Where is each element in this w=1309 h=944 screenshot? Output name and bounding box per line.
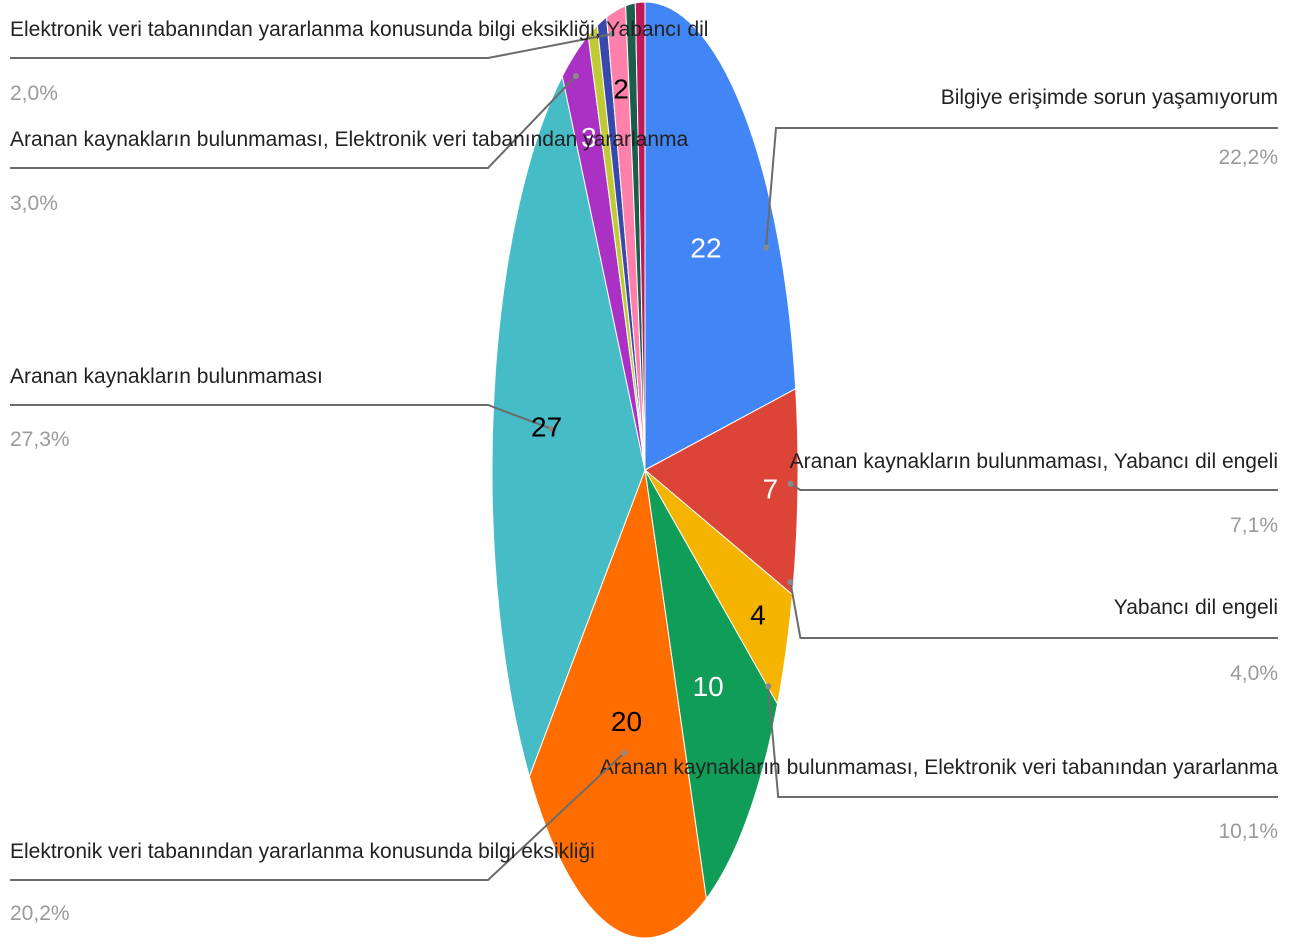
pie-slice: [634, 1, 646, 471]
leader-dot: [787, 579, 794, 586]
slice-callout: Bilgiye erişimde sorun yaşamıyorum 22,2%: [763, 86, 1278, 251]
slice-value-label: 20: [611, 706, 642, 737]
pie-slice: [491, 74, 646, 779]
callout-percent: 22,2%: [1218, 146, 1278, 169]
leader-line: [765, 127, 1278, 248]
callout-percent: 10,1%: [1218, 820, 1278, 843]
leader-dot: [787, 480, 794, 487]
pie-slice: [644, 387, 799, 596]
callout-label: Aranan kaynakların bulunmaması, Yabancı …: [790, 450, 1278, 473]
callout-label: Aranan kaynakların bulunmaması, Elektron…: [600, 756, 1279, 779]
slice-value-label: 3: [581, 122, 597, 153]
leader-line: [789, 581, 1278, 639]
slice-callout: Aranan kaynakların bulunmaması, Elektron…: [600, 683, 1279, 843]
pie-slices: [491, 1, 799, 939]
slice-value-label: 22: [690, 233, 721, 264]
leader-line: [767, 686, 1278, 798]
pie-value-labels: 22 7 4 10 20 27 32: [531, 74, 779, 737]
callout-percent: 20,2%: [10, 902, 70, 925]
leader-line: [10, 404, 552, 430]
slice-callout: Aranan kaynakların bulunmaması, Yabancı …: [787, 450, 1278, 537]
callout-label: Yabancı dil engeli: [1114, 596, 1278, 619]
pie-slice: [644, 1, 797, 471]
pie-slice: [644, 469, 779, 901]
slice-value-label: 2: [613, 74, 629, 105]
slice-callout: Yabancı dil engeli 4,0%: [787, 579, 1278, 685]
leader-dot: [548, 425, 555, 432]
pie-callouts: Bilgiye erişimde sorun yaşamıyorum 22,2% A…: [10, 86, 1278, 925]
callout-percent: 2,0%: [10, 82, 58, 105]
callout-label: Aranan kaynakların bulunmaması, Elektron…: [10, 128, 689, 151]
callout-label: Bilgiye erişimde sorun yaşamıyorum: [941, 86, 1278, 109]
slice-callout: Elektronik veri tabanından yararlanma ko…: [10, 750, 628, 925]
leader-dot: [763, 244, 769, 251]
leader-line: [789, 482, 1278, 491]
callout-label: Elektronik veri tabanından yararlanma ko…: [10, 840, 595, 863]
callout-label: Aranan kaynakların bulunmaması: [10, 365, 323, 388]
leader-line: [10, 752, 625, 881]
pie-slice: [528, 469, 707, 939]
callout-percent: 27,3%: [10, 428, 70, 451]
leader-dot: [621, 750, 628, 756]
left-callout-small-3: Aranan kaynakların bulunmaması, Elektron…: [10, 73, 689, 215]
callout-percent: 4,0%: [1230, 662, 1278, 685]
leader-line: [10, 75, 577, 169]
slice-value-label: 10: [693, 671, 724, 702]
slice-value-label: 4: [750, 600, 766, 631]
leader-line: [10, 33, 613, 59]
slice-value-label: 7: [763, 473, 779, 504]
callout-label: Elektronik veri tabanından yararlanma ko…: [10, 18, 708, 41]
callout-percent: 3,0%: [10, 192, 58, 215]
leader-dot: [765, 683, 772, 690]
left-callout-small-2: Elektronik veri tabanından yararlanma ko…: [10, 18, 708, 105]
slice-value-label: 27: [531, 412, 562, 443]
slice-callout: Aranan kaynakların bulunmaması 27,3%: [10, 365, 555, 451]
callout-percent: 7,1%: [1230, 514, 1278, 537]
